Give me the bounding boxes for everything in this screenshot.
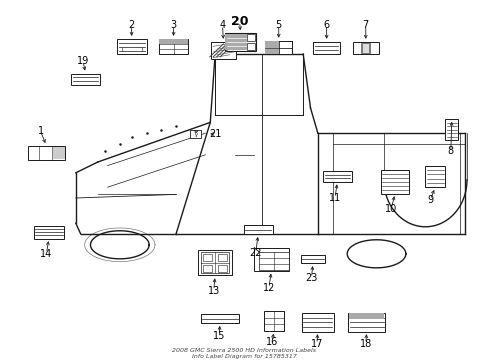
Bar: [225, 34, 246, 50]
Bar: [159, 39, 187, 44]
Bar: [53, 147, 64, 159]
Text: ⚧: ⚧: [193, 131, 198, 137]
Bar: [201, 314, 239, 323]
Text: 7: 7: [362, 20, 368, 30]
Text: 5: 5: [275, 20, 281, 30]
Text: 4: 4: [219, 20, 225, 30]
Text: 21: 21: [208, 129, 221, 139]
Text: 3: 3: [170, 20, 176, 30]
Text: 18: 18: [359, 339, 371, 349]
Bar: [254, 248, 288, 271]
Text: 2: 2: [128, 20, 134, 30]
Text: 8: 8: [447, 146, 453, 156]
Bar: [28, 146, 65, 160]
Bar: [445, 119, 457, 140]
Bar: [362, 43, 368, 53]
Text: 19: 19: [77, 56, 89, 66]
Bar: [159, 39, 187, 54]
Text: 17: 17: [310, 339, 323, 349]
Bar: [264, 41, 278, 54]
Text: 15: 15: [212, 330, 225, 341]
Bar: [352, 42, 378, 54]
Bar: [211, 42, 235, 59]
Bar: [203, 254, 212, 261]
Bar: [380, 170, 408, 194]
Text: 1: 1: [38, 126, 43, 136]
Text: 13: 13: [207, 285, 220, 296]
Text: 11: 11: [328, 193, 341, 203]
Bar: [122, 47, 142, 51]
Bar: [246, 34, 255, 41]
Text: 20: 20: [230, 15, 248, 28]
Text: 6: 6: [323, 20, 329, 30]
Bar: [259, 252, 288, 270]
Text: Info Label Diagram for 15785317: Info Label Diagram for 15785317: [192, 354, 296, 359]
Bar: [264, 41, 292, 54]
Text: 22: 22: [249, 248, 262, 258]
Text: 23: 23: [305, 273, 317, 283]
Bar: [313, 42, 339, 54]
Bar: [300, 255, 325, 263]
Bar: [117, 39, 146, 54]
Bar: [71, 74, 100, 85]
Bar: [225, 33, 255, 51]
Bar: [218, 265, 226, 272]
Text: 16: 16: [265, 337, 278, 347]
Text: 2008 GMC Sierra 2500 HD Information Labels: 2008 GMC Sierra 2500 HD Information Labe…: [172, 348, 316, 354]
Text: 10: 10: [384, 204, 397, 214]
Text: 14: 14: [40, 249, 53, 259]
Bar: [198, 250, 232, 275]
Text: 9: 9: [427, 195, 432, 205]
Bar: [264, 41, 292, 54]
Bar: [302, 313, 333, 332]
Bar: [348, 313, 384, 319]
Bar: [218, 254, 226, 261]
Bar: [201, 252, 229, 273]
Bar: [203, 265, 212, 272]
Bar: [323, 171, 351, 182]
Bar: [246, 43, 255, 50]
Bar: [189, 130, 201, 138]
Bar: [425, 166, 444, 187]
Bar: [243, 225, 272, 234]
Text: 12: 12: [262, 283, 275, 293]
Bar: [34, 226, 64, 239]
Bar: [347, 313, 384, 332]
Bar: [263, 311, 284, 331]
